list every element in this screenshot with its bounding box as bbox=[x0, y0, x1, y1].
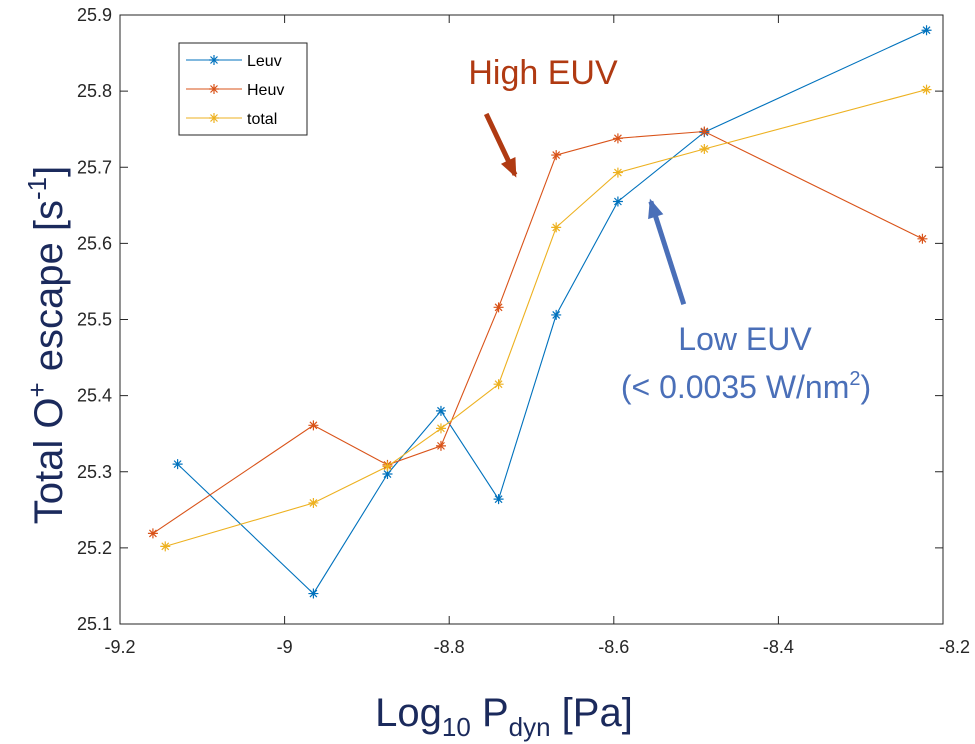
y-axis-label: Total O+ escape [s-1] bbox=[22, 166, 71, 524]
x-axis-label: Log10 Pdyn [Pa] bbox=[375, 691, 633, 742]
data-point-total bbox=[435, 423, 446, 434]
data-point-heuv bbox=[917, 233, 928, 244]
legend: Leuv Heuv total bbox=[178, 42, 308, 136]
legend-label-leuv: Leuv bbox=[247, 53, 282, 70]
data-point-heuv bbox=[551, 150, 562, 161]
data-point-heuv bbox=[435, 440, 446, 451]
annotation-low-euv-threshold: (< 0.0035 W/nm2) bbox=[621, 368, 871, 405]
legend-marker bbox=[209, 113, 219, 123]
data-point-leuv bbox=[551, 309, 562, 320]
data-point-heuv bbox=[699, 126, 710, 137]
legend-marker bbox=[209, 84, 219, 94]
data-point-leuv bbox=[308, 588, 319, 599]
data-point-total bbox=[551, 222, 562, 233]
data-point-total bbox=[160, 541, 171, 552]
x-tick-label: -8.2 bbox=[939, 637, 970, 657]
data-point-total bbox=[493, 379, 504, 390]
series-markers bbox=[147, 25, 932, 599]
x-tick-label: -8.8 bbox=[434, 637, 465, 657]
data-point-total bbox=[612, 167, 623, 178]
x-tick-label: -9.2 bbox=[104, 637, 135, 657]
annotations: High EUV Low EUV (< 0.0035 W/nm2) bbox=[468, 54, 871, 405]
arrow-high-euv-head bbox=[500, 156, 517, 178]
series-line-total bbox=[165, 89, 927, 547]
x-tick-label: -8.6 bbox=[598, 637, 629, 657]
legend-marker bbox=[209, 55, 219, 65]
data-point-total bbox=[921, 84, 932, 95]
data-point-leuv bbox=[921, 25, 932, 36]
y-tick-label: 25.7 bbox=[77, 157, 112, 177]
data-point-total bbox=[382, 461, 393, 472]
data-point-leuv bbox=[612, 196, 623, 207]
data-point-leuv bbox=[382, 469, 393, 480]
x-tick-label: -9 bbox=[277, 637, 293, 657]
data-point-leuv bbox=[493, 494, 504, 505]
annotation-low-euv: Low EUV bbox=[678, 321, 812, 357]
x-tick-label: -8.4 bbox=[763, 637, 794, 657]
data-point-heuv bbox=[147, 528, 158, 539]
data-point-leuv bbox=[435, 405, 446, 416]
y-tick-label: 25.9 bbox=[77, 5, 112, 25]
data-point-total bbox=[308, 497, 319, 508]
y-tick-label: 25.3 bbox=[77, 462, 112, 482]
data-point-heuv bbox=[308, 420, 319, 431]
axes: 25.1 25.2 25.3 25.4 25.5 25.6 25.7 25.8 25.9 -9.2… bbox=[77, 5, 970, 657]
y-tick-label: 25.8 bbox=[77, 81, 112, 101]
data-point-total bbox=[699, 143, 710, 154]
data-point-heuv bbox=[612, 133, 623, 144]
legend-label-total: total bbox=[247, 111, 277, 128]
annotation-high-euv: High EUV bbox=[468, 54, 618, 92]
legend-label-heuv: Heuv bbox=[247, 82, 284, 99]
y-tick-label: 25.4 bbox=[77, 386, 112, 406]
arrow-low-euv-head bbox=[648, 198, 664, 220]
arrow-low-euv-shaft bbox=[648, 200, 687, 306]
data-point-heuv bbox=[493, 302, 504, 313]
y-tick-label: 25.1 bbox=[77, 614, 112, 634]
y-tick-label: 25.2 bbox=[77, 538, 112, 558]
y-tick-label: 25.5 bbox=[77, 310, 112, 330]
data-point-leuv bbox=[172, 459, 183, 470]
y-tick-label: 25.6 bbox=[77, 233, 112, 253]
